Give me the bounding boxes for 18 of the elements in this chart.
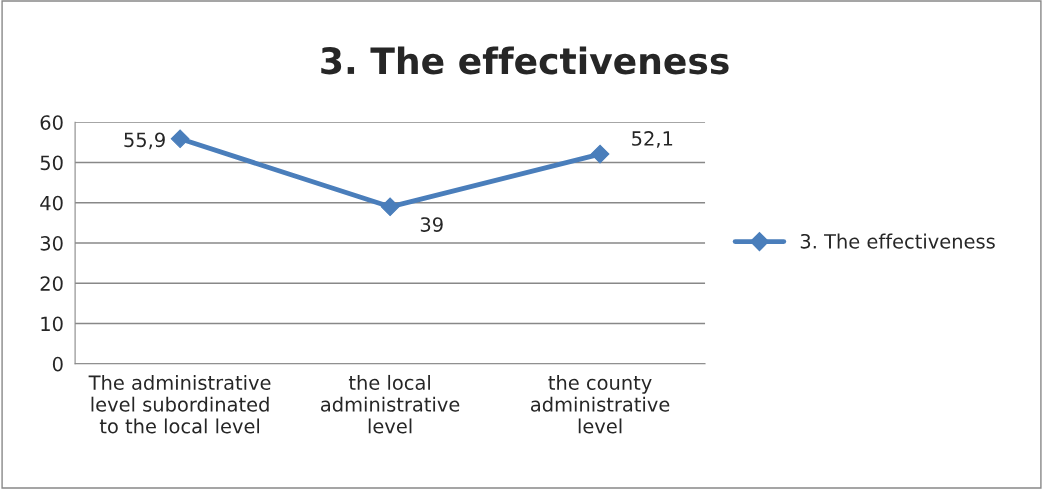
point [380, 197, 400, 217]
legend-label: 3. The effectiveness [800, 233, 995, 249]
x-tick-label: the county administrative level [531, 374, 670, 434]
data-label: 39 [420, 217, 443, 232]
data-label: 55,9 [124, 132, 165, 150]
chart-title: 3. The effectiveness [321, 46, 729, 75]
data-label: 52,1 [632, 131, 673, 148]
y-tick-label: 30 [40, 235, 63, 251]
point [170, 129, 190, 149]
y-tick-label: 10 [41, 316, 63, 332]
y-tick-label: 50 [40, 155, 63, 171]
y-tick-label: 40 [40, 195, 63, 211]
y-tick-label: 0 [52, 356, 63, 372]
y-tick-label: 60 [40, 115, 63, 130]
y-tick-label: 20 [40, 276, 63, 291]
x-tick-label: the local administrative level [321, 374, 460, 434]
point [590, 144, 610, 164]
x-tick-label: The administrative level subordinated to the local level [88, 374, 271, 434]
